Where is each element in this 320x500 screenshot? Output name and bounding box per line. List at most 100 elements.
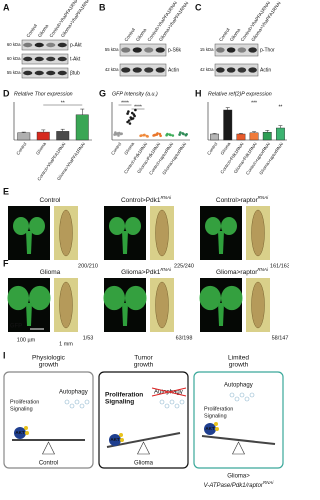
point — [178, 133, 181, 136]
x-tick-label: Glioma — [219, 141, 231, 156]
panel-label: Control>Pdk1RNAi — [121, 195, 172, 204]
panel-label: Control — [40, 197, 62, 204]
vesicle — [169, 399, 175, 405]
vesicle — [164, 403, 170, 409]
bar — [262, 131, 272, 141]
bar — [17, 132, 31, 141]
x-tick-label: Control — [206, 141, 218, 155]
row-label: Actin — [260, 67, 271, 73]
label-sup: RNAi — [258, 195, 270, 200]
point — [127, 110, 130, 113]
vesicle — [74, 399, 80, 405]
vesicle — [239, 392, 245, 398]
point — [140, 134, 143, 137]
lobe — [29, 285, 51, 311]
band — [23, 42, 33, 48]
panel-letter: D — [3, 88, 10, 98]
row-label: Actin — [168, 67, 179, 73]
prolif-label: Proliferation — [105, 392, 143, 399]
vesicle — [69, 403, 75, 409]
lobe — [7, 285, 29, 311]
chart-title: GFP Intensity (a.u.) — [112, 91, 158, 97]
lobe — [13, 217, 29, 235]
significance: *** — [251, 100, 257, 106]
significance: **** — [134, 104, 142, 110]
schematic-title: Tumor — [134, 355, 153, 362]
count: 225/240 — [174, 263, 194, 269]
band — [226, 47, 236, 53]
bar — [75, 114, 89, 141]
scale-label: 1 mm — [59, 341, 73, 347]
significance: ** — [278, 104, 282, 110]
prolif-label: Signaling — [204, 413, 227, 419]
error-bar — [212, 133, 217, 134]
scale-label: 100 µm — [17, 337, 36, 343]
phospho — [24, 426, 28, 430]
panel-letter: C — [195, 2, 202, 12]
error-bar — [225, 107, 230, 110]
point — [120, 132, 123, 135]
band — [132, 47, 142, 53]
band — [216, 47, 225, 53]
condition-label: Control — [39, 461, 58, 467]
akt — [109, 434, 121, 446]
point — [127, 119, 131, 122]
band — [57, 56, 67, 62]
nerve-cord — [122, 231, 128, 254]
kda-label: 42 kDa — [200, 67, 214, 72]
point — [146, 135, 149, 138]
panel-label: Control>raptorRNAi — [216, 195, 269, 204]
panel-letter: H — [195, 88, 202, 98]
vesicle — [234, 396, 240, 402]
band — [57, 42, 67, 48]
band — [237, 47, 247, 53]
bar — [223, 109, 233, 141]
akt-label: AKT — [205, 426, 214, 431]
count: 200/210 — [78, 263, 98, 269]
point — [133, 114, 136, 118]
akt-label: AKT — [110, 437, 119, 442]
error-bar — [278, 125, 283, 128]
point — [153, 133, 157, 137]
panel-label: Glioma — [40, 269, 61, 276]
point — [156, 132, 159, 135]
chart-title: Relative Thor expression — [14, 91, 73, 97]
row-label: t-Akt — [70, 56, 81, 62]
kda-label: 15 kDa — [200, 47, 214, 52]
band — [46, 42, 56, 48]
schematic-title: Physiologic — [32, 355, 66, 362]
point — [171, 134, 175, 137]
gfp-label: GFP — [10, 324, 22, 330]
schematic-box — [193, 371, 284, 469]
count: 1/53 — [83, 335, 94, 341]
band — [226, 67, 236, 73]
row-label: p-Akt — [70, 42, 82, 48]
plank — [201, 435, 276, 445]
condition-label: Glioma> — [227, 474, 250, 480]
x-tick-label: Glioma>raptorRNAi — [258, 141, 284, 175]
band — [46, 56, 56, 62]
autophagy-label: Autophagy — [59, 390, 88, 396]
error-bar — [238, 133, 243, 134]
point — [114, 133, 118, 136]
cross — [151, 387, 187, 397]
bar — [56, 131, 70, 141]
error-bar — [41, 129, 46, 133]
phospho — [215, 427, 219, 431]
kda-label: 60 kDa — [7, 56, 21, 61]
lobe — [103, 285, 125, 311]
phospho — [214, 422, 218, 426]
lobe — [125, 285, 147, 311]
point — [159, 134, 162, 138]
significance: **** — [121, 100, 129, 106]
nerve-cord — [218, 231, 224, 254]
band — [34, 42, 44, 48]
band — [34, 70, 44, 76]
blot — [214, 63, 259, 77]
schematic-box — [3, 371, 94, 469]
bar — [210, 133, 219, 141]
count: 63/198 — [176, 335, 193, 341]
vesicle — [84, 399, 90, 405]
point — [134, 108, 137, 112]
band — [121, 47, 131, 53]
